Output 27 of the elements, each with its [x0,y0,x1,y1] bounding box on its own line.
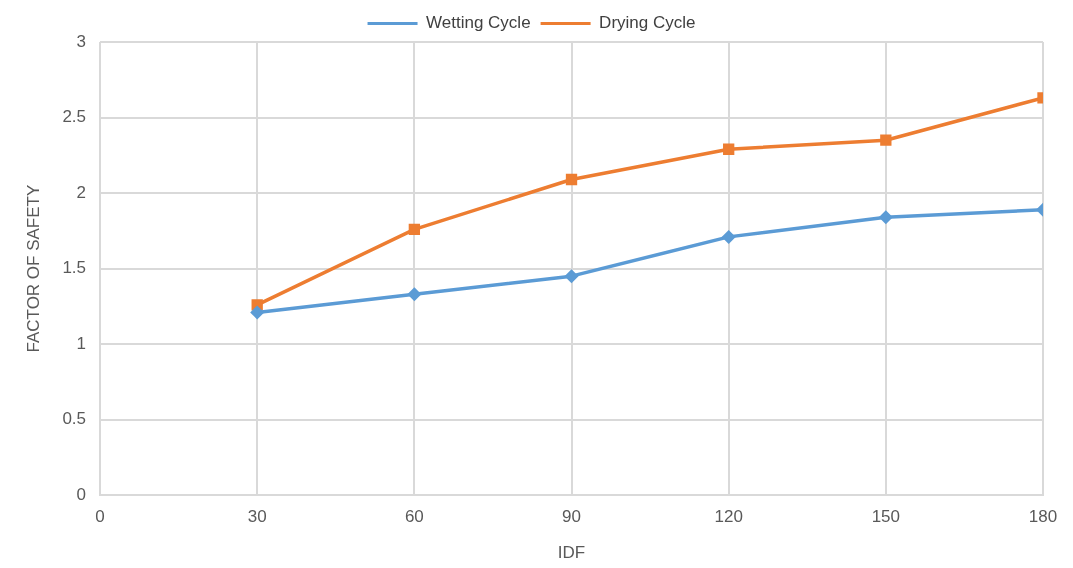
x-tick-label: 150 [871,507,901,527]
y-tick-label: 3 [76,31,87,51]
y-tick-label: 1.5 [62,258,87,278]
x-tick-label: 90 [562,507,581,527]
point [408,223,421,235]
x-tick-label: 60 [404,507,424,527]
legend-label: Drying Cycle [599,13,696,33]
x-axis-title: IDF [557,543,586,563]
point [564,269,579,284]
y-tick-label: 1 [76,333,87,353]
x-tick-label: 0 [95,507,105,527]
point [250,305,265,320]
point [407,287,422,302]
x-tick-label: 180 [1028,507,1058,527]
point [723,143,735,155]
y-tick-label: 0 [76,484,87,504]
point [878,210,893,225]
y-axis-title: FACTOR OF SAFETY [23,184,43,353]
y-tick-label: 0.5 [62,409,87,429]
point [721,229,736,244]
y-tick-label: 2.5 [62,107,87,127]
point [880,134,892,146]
y-tick-label: 2 [76,182,87,202]
point [565,173,578,186]
legend-label: Wetting Cycle [426,13,531,33]
x-tick-label: 30 [247,507,267,527]
x-tick-label: 120 [714,507,743,527]
